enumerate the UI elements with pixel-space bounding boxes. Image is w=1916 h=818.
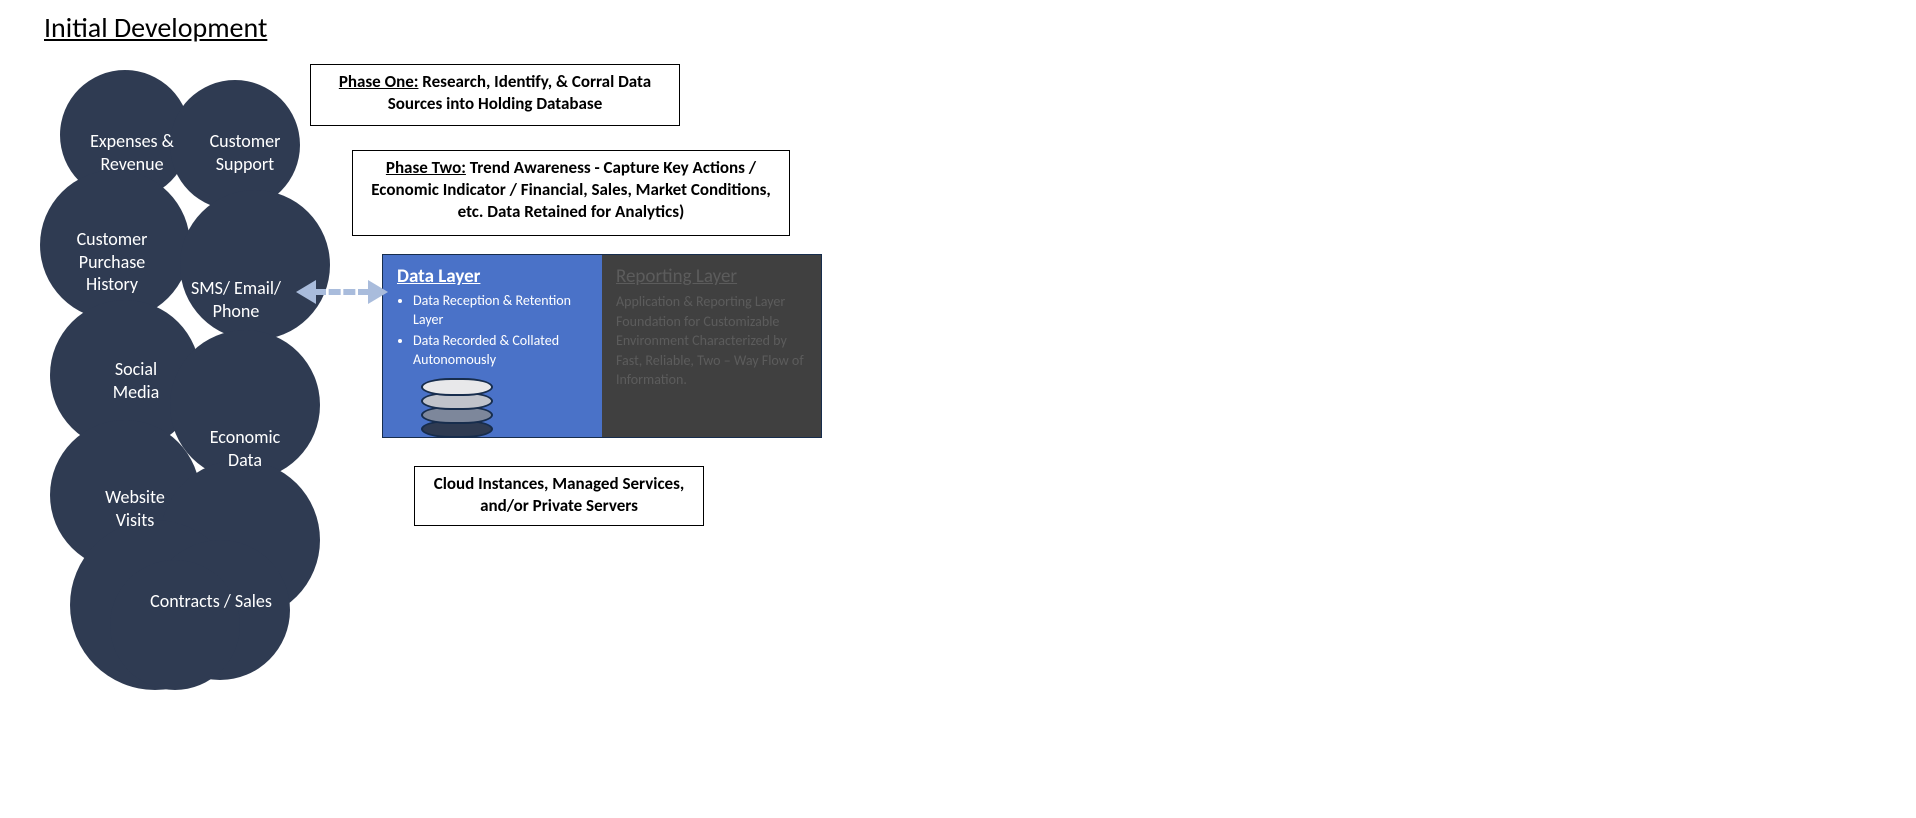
page-title: Initial Development [44, 10, 267, 45]
cloud-label-social-media: SocialMedia [86, 358, 186, 403]
phase-one-box: Phase One: Research, Identify, & Corral … [310, 64, 680, 126]
phase-two-box: Phase Two: Trend Awareness - Capture Key… [352, 150, 790, 236]
bidirectional-arrow [296, 280, 388, 304]
cloud-label-website-visits: WebsiteVisits [80, 486, 190, 531]
cloud-label-sms-email-phone: SMS/ Email/Phone [176, 277, 296, 322]
cloud-label-purchase-history: CustomerPurchaseHistory [52, 228, 172, 296]
phase-one-text: Research, Identify, & Corral Data Source… [388, 71, 651, 114]
phase-one-lead: Phase One: [339, 71, 419, 92]
layers-panel: Data Layer Data Reception & Retention La… [382, 254, 822, 438]
arrow-left-head-icon [296, 280, 316, 304]
diagram-stage: Initial Development Expenses &RevenueCus… [0, 0, 1916, 818]
phase-two-lead: Phase Two: [386, 157, 466, 178]
infrastructure-box: Cloud Instances, Managed Services, and/o… [414, 466, 704, 526]
reporting-layer: Reporting Layer Application & Reporting … [602, 255, 821, 437]
arrow-dash-line [314, 289, 370, 295]
infrastructure-text: Cloud Instances, Managed Services, and/o… [434, 473, 685, 516]
cloud-blob [110, 560, 240, 690]
data-layer: Data Layer Data Reception & Retention La… [383, 255, 602, 437]
arrow-right-head-icon [368, 280, 388, 304]
cloud-label-customer-support: CustomerSupport [190, 130, 300, 175]
reporting-layer-title: Reporting Layer [616, 265, 807, 288]
data-layer-bullets: Data Reception & Retention Layer Data Re… [397, 292, 588, 370]
cloud-label-contracts-sales: Contracts / Sales [116, 590, 306, 613]
database-icon [421, 378, 493, 440]
data-sources-cloud: Expenses &RevenueCustomerSupportCustomer… [0, 0, 1, 1]
cloud-label-economic-data: EconomicData [190, 426, 300, 471]
data-layer-title: Data Layer [397, 265, 588, 288]
cloud-label-expenses-revenue: Expenses &Revenue [72, 130, 192, 175]
data-layer-bullet: Data Recorded & Collated Autonomously [413, 332, 588, 370]
reporting-layer-text: Application & Reporting Layer Foundation… [616, 292, 807, 390]
data-layer-bullet: Data Reception & Retention Layer [413, 292, 588, 330]
